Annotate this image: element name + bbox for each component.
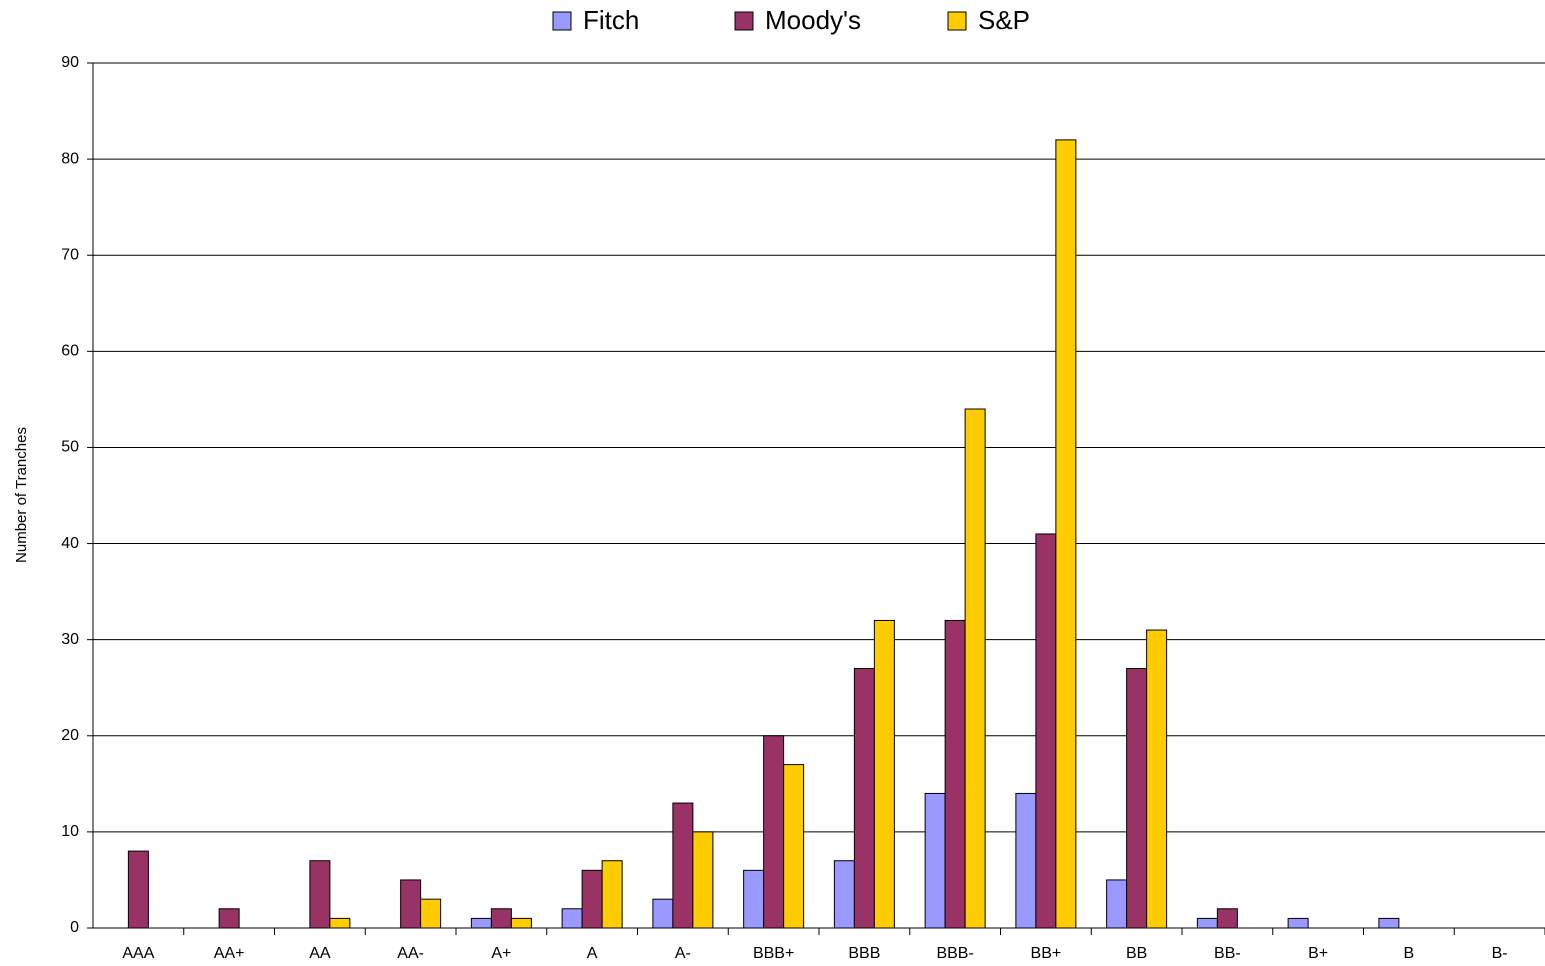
- y-tick-label: 90: [61, 54, 79, 71]
- x-tick-label: BB-: [1214, 945, 1241, 962]
- bar: [1126, 668, 1148, 929]
- bar: [329, 917, 351, 929]
- bar: [853, 668, 875, 929]
- bar: [1287, 917, 1309, 929]
- legend: Fitch Moody's S&P: [552, 5, 1030, 35]
- bar: [127, 850, 149, 929]
- y-tick-label: 30: [61, 631, 79, 648]
- y-axis-label: Number of Tranches: [13, 427, 30, 563]
- bar: [964, 408, 986, 929]
- bar: [1035, 533, 1057, 929]
- bar: [1015, 792, 1037, 929]
- x-tick-label: BB: [1126, 945, 1147, 962]
- bar: [1216, 908, 1238, 929]
- x-tick-label: B: [1404, 945, 1415, 962]
- x-tick-label: A+: [491, 945, 511, 962]
- bar: [1378, 917, 1400, 929]
- y-tick-label: 50: [61, 439, 79, 456]
- x-tick-label: A-: [675, 945, 691, 962]
- y-tick-label: 20: [61, 727, 79, 744]
- x-tick-label: BBB: [848, 945, 880, 962]
- y-tick-label: 10: [61, 823, 79, 840]
- legend-swatch: [552, 11, 572, 31]
- legend-label: Moody's: [765, 5, 861, 35]
- x-tick-label: BB+: [1031, 945, 1062, 962]
- bar: [309, 860, 331, 929]
- x-tick-label: AA: [309, 945, 331, 962]
- bar: [561, 908, 583, 929]
- bar: [490, 908, 512, 929]
- y-tick-label: 80: [61, 150, 79, 167]
- x-tick-label: B-: [1492, 945, 1508, 962]
- bar: [470, 917, 492, 929]
- bar: [218, 908, 240, 929]
- bar: [1055, 139, 1077, 929]
- y-tick-label: 40: [61, 535, 79, 552]
- bar: [783, 764, 805, 929]
- x-tick-label: B+: [1308, 945, 1328, 962]
- y-tick-label: 70: [61, 246, 79, 263]
- x-tick-label: BBB+: [753, 945, 794, 962]
- bar: [873, 619, 895, 929]
- bar: [692, 831, 714, 929]
- legend-label: Fitch: [583, 5, 639, 35]
- legend-swatch: [947, 11, 967, 31]
- legend-label: S&P: [978, 5, 1030, 35]
- x-tick-label: BBB-: [936, 945, 973, 962]
- bar: [944, 619, 966, 929]
- bar: [1196, 917, 1218, 929]
- bar: [763, 735, 785, 929]
- bar: [833, 860, 855, 929]
- bar: [510, 917, 532, 929]
- x-tick-label: AA-: [397, 945, 424, 962]
- bar: [672, 802, 694, 929]
- y-tick-label: 60: [61, 343, 79, 360]
- bar: [743, 869, 765, 929]
- bar: [924, 792, 946, 929]
- x-tick-label: AAA: [122, 945, 154, 962]
- x-tick-label: A: [587, 945, 598, 962]
- bar: [581, 869, 603, 929]
- bar: [652, 898, 674, 929]
- bar: [420, 898, 442, 929]
- bar: [1146, 629, 1168, 929]
- x-tick-label: AA+: [214, 945, 245, 962]
- bar: [1106, 879, 1128, 929]
- legend-swatch: [734, 11, 754, 31]
- bar: [601, 860, 623, 929]
- y-tick-label: 0: [70, 919, 79, 936]
- bar: [400, 879, 422, 929]
